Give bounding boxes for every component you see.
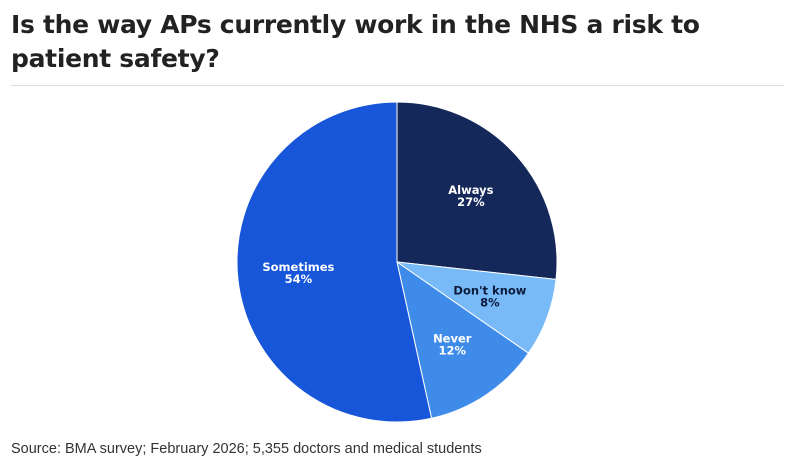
slice-label-don-t-know: Don't know xyxy=(453,284,526,298)
slice-label-sometimes: Sometimes xyxy=(262,260,334,274)
source-note: Source: BMA survey; February 2026; 5,355… xyxy=(11,441,482,457)
slice-label-never: Never xyxy=(433,331,472,345)
slice-value-never: 12% xyxy=(439,343,467,357)
pie-slice-always xyxy=(396,101,558,280)
chart-title: Is the way APs currently work in the NHS… xyxy=(11,10,700,73)
slice-value-sometimes: 54% xyxy=(285,272,313,286)
pie-slice-never xyxy=(396,260,530,419)
title-divider xyxy=(11,85,784,86)
slice-value-always: 27% xyxy=(457,195,485,209)
slice-label-always: Always xyxy=(448,183,493,197)
pie-slice-sometimes xyxy=(236,101,433,423)
slice-value-don-t-know: 8% xyxy=(480,296,500,310)
